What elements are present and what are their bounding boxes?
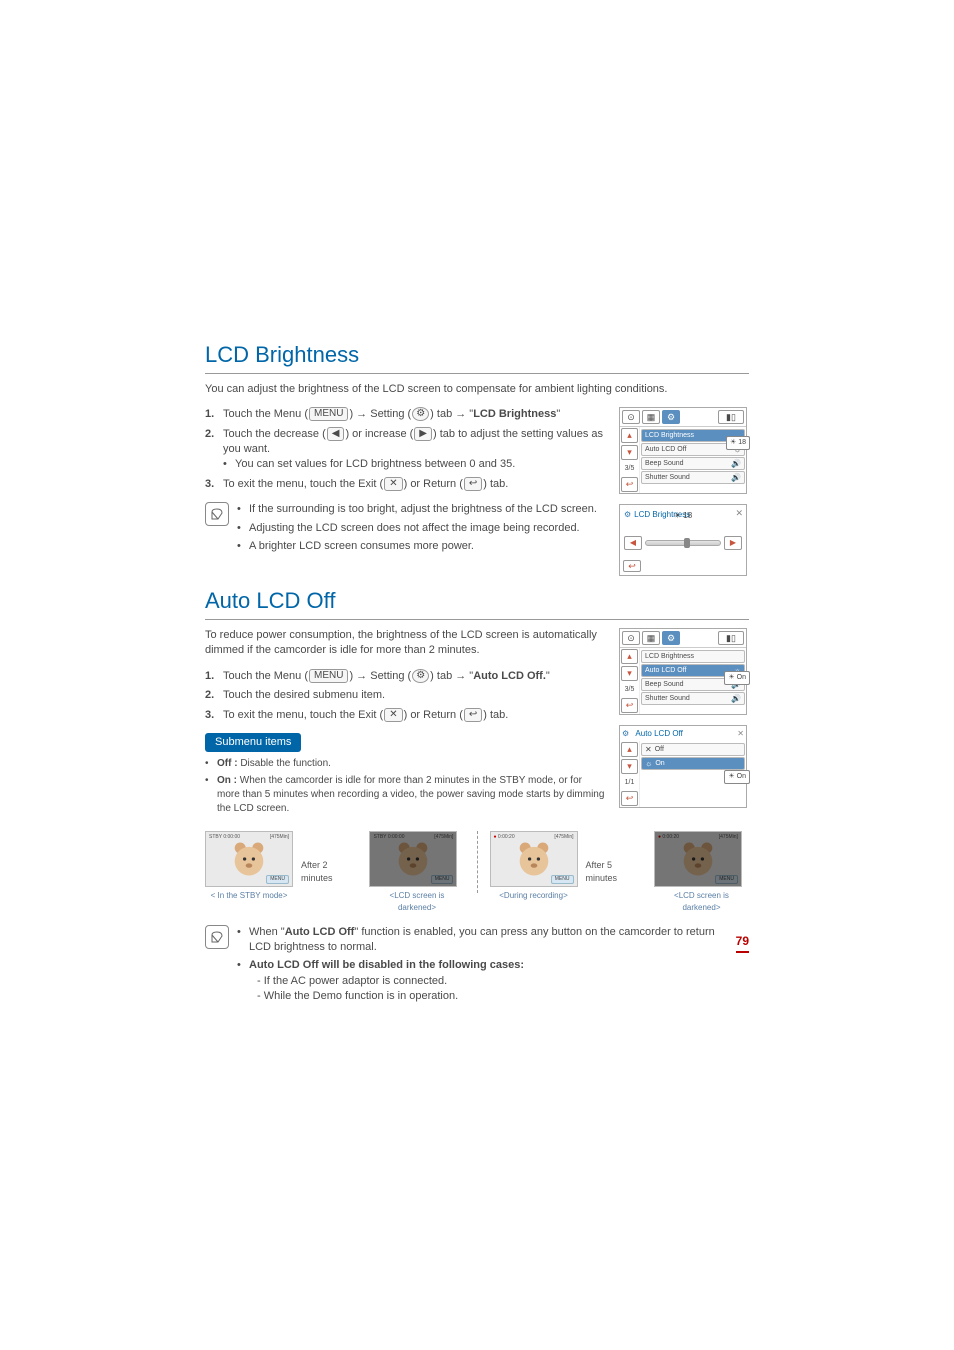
list-item[interactable]: LCD Brightness (641, 650, 745, 663)
thumb-caption: <LCD screen is darkened> (369, 890, 464, 912)
tab-battery-icon: ▮▯ (718, 410, 744, 424)
menu-button[interactable]: MENU (266, 875, 289, 884)
tab-photo-icon[interactable]: ▦ (642, 631, 660, 645)
thumb-caption: < In the STBY mode> (205, 890, 293, 901)
sim-menu-auto: ⊙ ▦ ⚙ ▮▯ ▴ ▾ 3/5 ↩ LCD Brightness Auto L… (619, 628, 747, 715)
tooltip: ☀ On (724, 671, 750, 685)
note-sub: - If the AC power adaptor is connected. (257, 974, 728, 989)
intro-auto: To reduce power consumption, the brightn… (205, 628, 607, 659)
submenu-off: Off : Disable the function. (205, 757, 607, 771)
notes-auto: When "Auto LCD Off" function is enabled,… (237, 925, 728, 1005)
slider-thumb[interactable] (684, 538, 690, 548)
gear-icon: ⚙ (412, 407, 429, 421)
sim-option-panel: ⚙ Auto LCD Off ✕ ▴ ▾ 1/1 ↩ ✕Off ☼On ☀ On (619, 725, 747, 808)
tooltip: ☀ 18 (726, 436, 750, 450)
tab-video-icon[interactable]: ⊙ (622, 410, 640, 424)
left-icon: ◀ (327, 427, 345, 441)
step-3: To exit the menu, touch the Exit (✕) or … (205, 708, 607, 723)
submenu-heading: Submenu items (205, 733, 301, 752)
note-icon (205, 925, 229, 949)
list-item[interactable]: Shutter Sound🔊 (641, 692, 745, 705)
tab-settings-icon[interactable]: ⚙ (662, 410, 680, 424)
thumb-rec: ● 0:00:20[475Min] MENU (490, 831, 578, 887)
gear-icon: ⚙ (412, 669, 429, 683)
thumb-dark-1: STBY 0:00:00[475Min] MENU (369, 831, 457, 887)
label-after-2: After 2 minutes (301, 859, 361, 884)
return-button[interactable]: ↩ (623, 560, 641, 572)
option-on[interactable]: ☼On (641, 757, 745, 770)
menu-button[interactable]: MENU (715, 875, 738, 884)
nav-down-icon[interactable]: ▾ (621, 759, 638, 774)
menu-icon: MENU (309, 669, 348, 683)
close-icon[interactable]: ✕ (737, 728, 744, 739)
thumbnail-row: STBY 0:00:00[475Min] MENU < In the STBY … (205, 831, 749, 912)
step-2-sub: You can set values for LCD brightness be… (223, 457, 607, 472)
menu-icon: MENU (309, 407, 348, 421)
step-1: Touch the Menu (MENU) → Setting (⚙) tab … (205, 407, 607, 422)
nav-return-icon[interactable]: ↩ (621, 477, 638, 492)
option-off[interactable]: ✕Off (641, 743, 745, 756)
nav-page: 3/5 (620, 682, 639, 697)
steps-lcd: Touch the Menu (MENU) → Setting (⚙) tab … (205, 407, 607, 492)
tab-video-icon[interactable]: ⊙ (622, 631, 640, 645)
thumb-caption: <During recording> (490, 890, 578, 901)
list-item[interactable]: Beep Sound🔊 (641, 457, 745, 470)
page-number: 79 (736, 933, 749, 953)
close-icon: ✕ (384, 477, 402, 491)
note-item: Auto LCD Off will be disabled in the fol… (237, 958, 728, 1004)
close-icon[interactable]: ✕ (735, 507, 743, 520)
return-icon: ↩ (464, 477, 482, 491)
notes-lcd: If the surrounding is too bright, adjust… (237, 502, 597, 557)
nav-up-icon[interactable]: ▴ (621, 428, 638, 443)
decrease-button[interactable]: ◀ (624, 536, 642, 550)
divider (477, 831, 478, 893)
note-item: When "Auto LCD Off" function is enabled,… (237, 925, 728, 956)
thumb-dark-2: ● 0:00:20[475Min] MENU (654, 831, 742, 887)
label-after-5: After 5 minutes (586, 859, 646, 884)
nav-up-icon[interactable]: ▴ (621, 649, 638, 664)
step-2: Touch the decrease (◀) or increase (▶) t… (205, 427, 607, 473)
slider-track[interactable] (645, 540, 721, 546)
tab-battery-icon: ▮▯ (718, 631, 744, 645)
thumb-caption: <LCD screen is darkened> (654, 890, 749, 912)
step-3: To exit the menu, touch the Exit (✕) or … (205, 477, 607, 492)
note-icon (205, 502, 229, 526)
heading-lcd-brightness: LCD Brightness (205, 340, 749, 374)
submenu-on: On : When the camcorder is idle for more… (205, 774, 607, 816)
menu-button[interactable]: MENU (551, 875, 574, 884)
nav-return-icon[interactable]: ↩ (621, 791, 638, 806)
tooltip: ☀ On (724, 770, 750, 784)
intro-lcd: You can adjust the brightness of the LCD… (205, 382, 749, 397)
increase-button[interactable]: ▶ (724, 536, 742, 550)
nav-page: 3/5 (620, 461, 639, 476)
step-2: Touch the desired submenu item. (205, 688, 607, 703)
nav-down-icon[interactable]: ▾ (621, 445, 638, 460)
sim-slider-lcd: ⚙ LCD Brightness ✕ ☀ 18 ◀ ▶ ↩ (619, 504, 747, 576)
nav-page: 1/1 (620, 775, 639, 790)
close-icon: ✕ (384, 708, 402, 722)
steps-auto: Touch the Menu (MENU) → Setting (⚙) tab … (205, 669, 607, 723)
tab-photo-icon[interactable]: ▦ (642, 410, 660, 424)
menu-button[interactable]: MENU (431, 875, 454, 884)
list-item[interactable]: Shutter Sound🔊 (641, 471, 745, 484)
nav-down-icon[interactable]: ▾ (621, 666, 638, 681)
nav-up-icon[interactable]: ▴ (621, 742, 638, 757)
tab-settings-icon[interactable]: ⚙ (662, 631, 680, 645)
nav-return-icon[interactable]: ↩ (621, 698, 638, 713)
heading-auto-lcd-off: Auto LCD Off (205, 586, 749, 620)
sim-menu-lcd: ⊙ ▦ ⚙ ▮▯ ▴ ▾ 3/5 ↩ LCD Brightness Auto L… (619, 407, 747, 494)
return-icon: ↩ (464, 708, 482, 722)
thumb-stby: STBY 0:00:00[475Min] MENU (205, 831, 293, 887)
right-icon: ▶ (414, 427, 432, 441)
submenu-list: Off : Disable the function. On : When th… (205, 757, 607, 816)
step-1: Touch the Menu (MENU) → Setting (⚙) tab … (205, 669, 607, 684)
note-sub: - While the Demo function is in operatio… (257, 989, 728, 1004)
